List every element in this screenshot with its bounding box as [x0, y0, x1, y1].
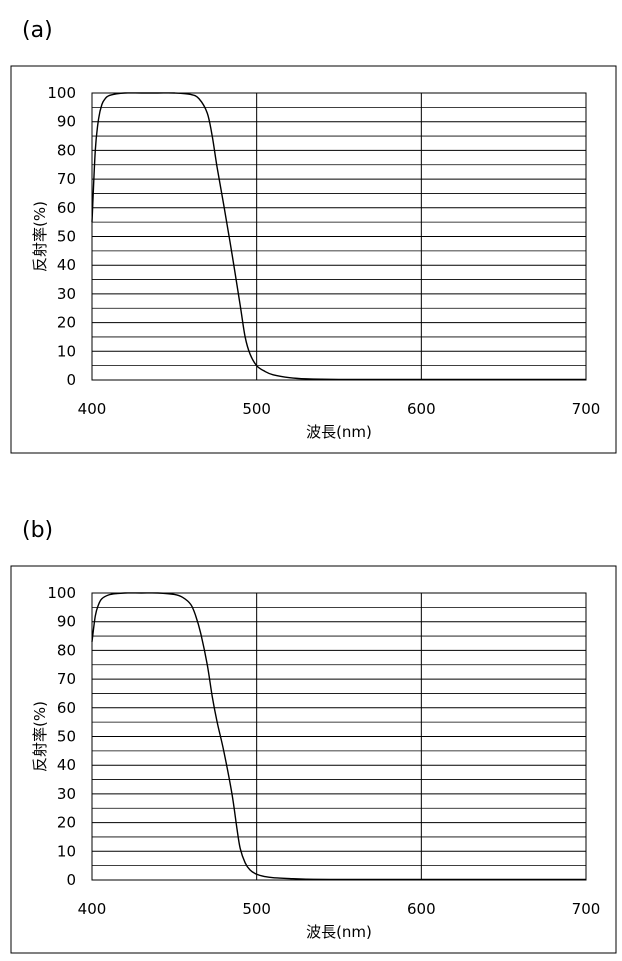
y-tick-label: 0	[66, 871, 76, 889]
y-tick-label: 50	[57, 228, 76, 246]
y-axis-label: 反射率(%)	[31, 201, 49, 272]
y-tick-label: 30	[57, 285, 76, 303]
y-tick-label: 60	[57, 199, 76, 217]
x-tick-label: 500	[242, 900, 271, 918]
y-tick-label: 90	[57, 613, 76, 631]
y-tick-label: 10	[57, 842, 76, 860]
chart-frame	[11, 566, 616, 953]
y-tick-label: 90	[57, 113, 76, 131]
x-axis-label: 波長(nm)	[306, 423, 372, 441]
y-tick-label: 60	[57, 699, 76, 717]
grid	[92, 593, 586, 880]
x-tick-label: 700	[572, 900, 601, 918]
chart-b: 0 10 20 30 40 50 60 70 80 90 100 400 500 600 700 波長(nm)…	[0, 500, 622, 961]
y-tick-label: 40	[57, 256, 76, 274]
x-tick-label: 700	[572, 400, 601, 418]
x-tick-label: 600	[407, 900, 436, 918]
x-tick-label: 400	[78, 400, 107, 418]
y-tick-label: 100	[47, 84, 76, 102]
y-tick-label: 20	[57, 814, 76, 832]
chart-a: 0 10 20 30 40 50 60 70 80 90 100 400 500 600 700 波長(nm)…	[0, 0, 622, 470]
x-tick-label: 500	[242, 400, 271, 418]
y-tick-label: 0	[66, 371, 76, 389]
chart-panel-b: (b) 0102030405060708090100400500600700波長…	[0, 500, 622, 961]
y-axis-label: 反射率(%)	[31, 701, 49, 772]
chart-frame	[11, 66, 616, 453]
grid	[92, 93, 586, 380]
y-tick-label: 80	[57, 141, 76, 159]
chart-panel-a: (a) 0102030405060708090100400500600700波長…	[0, 0, 622, 470]
y-tick-label: 70	[57, 670, 76, 688]
y-tick-label: 10	[57, 342, 76, 360]
y-tick-label: 50	[57, 728, 76, 746]
x-tick-label: 400	[78, 900, 107, 918]
x-tick-label: 600	[407, 400, 436, 418]
y-tick-label: 70	[57, 170, 76, 188]
y-tick-label: 20	[57, 314, 76, 332]
x-axis-label: 波長(nm)	[306, 923, 372, 941]
y-tick-label: 30	[57, 785, 76, 803]
y-tick-label: 80	[57, 641, 76, 659]
y-tick-label: 40	[57, 756, 76, 774]
y-tick-label: 100	[47, 584, 76, 602]
